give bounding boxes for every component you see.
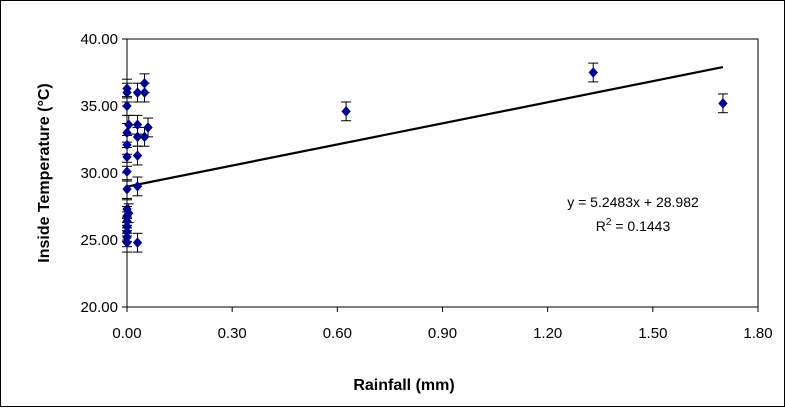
data-point [122, 127, 132, 139]
r-squared-symbol: R [596, 218, 606, 234]
r-squared-superscript: 2 [606, 217, 612, 228]
data-point [122, 100, 132, 112]
data-point [139, 131, 150, 143]
x-tick-label: 0.00 [112, 325, 141, 342]
trendline [126, 66, 724, 188]
y-tick-label: 25.00 [80, 232, 118, 249]
x-axis-ticks: 0.00 0.30 0.60 0.90 1.20 1.50 1.80 [112, 307, 773, 342]
data-point [122, 87, 132, 98]
x-tick-label: 1.80 [743, 325, 772, 342]
data-point [122, 139, 132, 151]
data-point [132, 131, 143, 143]
data-point [139, 87, 150, 98]
data-point [124, 119, 134, 131]
r-squared-value: = 0.1443 [611, 218, 670, 234]
data-point [122, 183, 132, 195]
y-tick-label: 20.00 [80, 299, 118, 316]
y-tick-label: 30.00 [80, 165, 118, 182]
data-point [132, 150, 143, 161]
data-point [341, 106, 351, 117]
data-point [132, 237, 143, 248]
data-point [122, 166, 132, 177]
x-tick-label: 0.90 [428, 325, 457, 342]
x-tick-label: 1.50 [638, 325, 667, 342]
data-point [132, 119, 143, 131]
data-point [143, 122, 153, 133]
trendline-equation: y = 5.2483x + 28.982 [567, 194, 699, 210]
data-point [122, 151, 132, 163]
data-point [122, 237, 132, 248]
data-point [718, 98, 728, 109]
r-squared-label: R2 = 0.1443 [596, 217, 671, 234]
data-markers [122, 67, 728, 248]
x-axis-title: Rainfall (mm) [353, 377, 454, 394]
plot-area [126, 38, 759, 308]
x-tick-label: 1.20 [533, 325, 562, 342]
y-tick-label: 40.00 [80, 31, 118, 48]
data-point [132, 181, 143, 192]
plot-border [126, 38, 759, 308]
x-tick-label: 0.30 [218, 325, 247, 342]
y-axis-ticks: 20.00 25.00 30.00 35.00 40.00 [80, 31, 127, 316]
data-point [132, 87, 143, 98]
data-point [124, 207, 134, 219]
data-point [588, 67, 598, 78]
y-axis-title: Inside Temperature (°C) [36, 83, 53, 262]
x-tick-label: 0.60 [323, 325, 352, 342]
y-tick-label: 35.00 [80, 98, 118, 115]
